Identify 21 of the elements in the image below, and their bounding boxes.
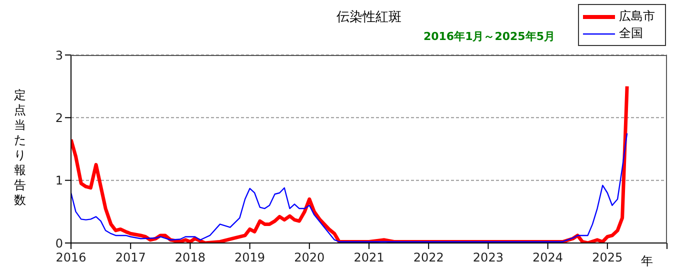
y-tick-label: 3 bbox=[55, 48, 63, 62]
y-tick-label: 1 bbox=[55, 174, 63, 188]
line-series bbox=[71, 132, 628, 242]
legend-label: 広島市 bbox=[619, 8, 655, 25]
chart-subtitle: 2016年1月～2025年5月 bbox=[422, 29, 555, 44]
x-tick-label: 2020 bbox=[294, 250, 325, 265]
x-tick-label: 2017 bbox=[115, 250, 146, 265]
chart-title: 伝染性紅斑 bbox=[336, 10, 402, 25]
y-tick-label: 0 bbox=[55, 236, 63, 250]
x-tick-label: 2021 bbox=[354, 250, 384, 265]
x-tick-label: 2016 bbox=[56, 250, 86, 265]
x-tick-label: 2023 bbox=[472, 250, 504, 265]
x-tick-label: 2024 bbox=[532, 250, 564, 265]
y-tick-label: 2 bbox=[55, 110, 63, 125]
y-axis-title: 定点当たり報告数 bbox=[14, 88, 27, 208]
x-tick-label: 2022 bbox=[413, 250, 444, 265]
x-axis-title: 年 bbox=[641, 253, 653, 270]
legend-label: 全国 bbox=[619, 25, 643, 42]
x-tick-label: 2018 bbox=[174, 250, 206, 265]
x-tick-label: 2025 bbox=[592, 250, 623, 265]
x-tick-label: 2019 bbox=[234, 250, 266, 265]
